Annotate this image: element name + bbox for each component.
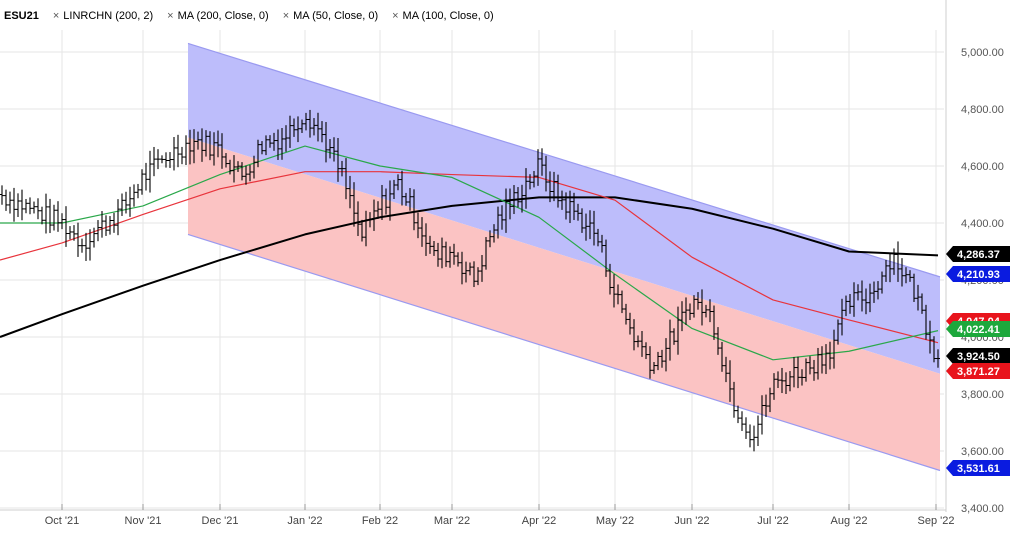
price-label-text: 3,924.50 [957, 351, 1000, 363]
channel-lower-line [187, 233, 941, 472]
price-label: 4,210.93 [946, 266, 1010, 282]
ma-layer [0, 145, 939, 361]
price-label-bg [946, 363, 1010, 379]
channel-upper-band [188, 43, 940, 374]
legend-label-linrchn: LINRCHN (200, 2) [63, 10, 154, 22]
y-tick-label: 3,800.00 [961, 389, 1004, 401]
close-icon[interactable]: × [282, 10, 290, 22]
channel-lower-band [188, 137, 940, 471]
price-label-bg [946, 266, 1010, 282]
close-icon[interactable]: × [52, 10, 60, 22]
price-label-text: 4,210.93 [957, 269, 1000, 281]
price-label: 3,871.27 [946, 363, 1010, 379]
legend-item-ma100[interactable]: × MA (100, Close, 0) [392, 10, 494, 22]
series-line-ma-100-close-0- [0, 171, 939, 344]
channel-layer [187, 42, 941, 472]
price-label-bg [946, 460, 1010, 476]
series-line-ma-50-close-0- [0, 145, 939, 361]
series-line-ma-200-close-0- [0, 196, 939, 338]
x-tick-label: Nov '21 [125, 515, 162, 527]
x-tick-label: Dec '21 [202, 515, 239, 527]
legend-item-linrchn[interactable]: × LINRCHN (200, 2) [53, 10, 153, 22]
price-label: 4,022.41 [946, 321, 1010, 337]
legend-label-ma50: MA (50, Close, 0) [293, 10, 379, 22]
x-tick-label: Mar '22 [434, 515, 470, 527]
x-tick-label: Jun '22 [674, 515, 709, 527]
price-label-text: 4,286.37 [957, 249, 1000, 261]
y-tick-label: 3,400.00 [961, 503, 1004, 515]
x-tick-label: Sep '22 [918, 515, 955, 527]
symbol-label: ESU21 [4, 10, 39, 22]
x-tick-label: Feb '22 [362, 515, 398, 527]
y-tick-label: 4,800.00 [961, 104, 1004, 116]
y-tick-label: 3,600.00 [961, 446, 1004, 458]
price-label: 4,286.37 [946, 246, 1010, 262]
legend-item-ma200[interactable]: × MA (200, Close, 0) [167, 10, 269, 22]
legend-item-ma50[interactable]: × MA (50, Close, 0) [283, 10, 378, 22]
price-label-bg [946, 246, 1010, 262]
y-tick-label: 4,400.00 [961, 218, 1004, 230]
axis-layer: 3,400.003,600.003,800.004,000.004,200.00… [0, 0, 1004, 527]
price-label-bg [946, 348, 1010, 364]
channel-upper-line [187, 42, 941, 278]
x-tick-label: Aug '22 [831, 515, 868, 527]
x-tick-label: Apr '22 [522, 515, 557, 527]
price-label: 3,531.61 [946, 460, 1010, 476]
x-tick-label: Oct '21 [45, 515, 80, 527]
chart-legend: ESU21 × LINRCHN (200, 2) × MA (200, Clos… [0, 8, 508, 24]
price-label-text: 3,871.27 [957, 366, 1000, 378]
x-tick-label: May '22 [596, 515, 634, 527]
price-label: 3,924.50 [946, 348, 1010, 364]
price-bars [0, 109, 940, 452]
price-label-layer: 4,286.374,210.934,047.044,022.413,924.50… [946, 246, 1010, 476]
y-tick-label: 4,600.00 [961, 161, 1004, 173]
price-label-bg [946, 321, 1010, 337]
x-tick-label: Jan '22 [287, 515, 322, 527]
price-label-text: 3,531.61 [957, 463, 1000, 475]
price-label-text: 4,022.41 [957, 324, 1000, 336]
close-icon[interactable]: × [392, 10, 399, 22]
legend-label-ma100: MA (100, Close, 0) [402, 10, 494, 22]
legend-label-ma200: MA (200, Close, 0) [177, 10, 269, 22]
close-icon[interactable]: × [167, 10, 174, 22]
x-tick-label: Jul '22 [757, 515, 788, 527]
y-tick-label: 5,000.00 [961, 47, 1004, 59]
